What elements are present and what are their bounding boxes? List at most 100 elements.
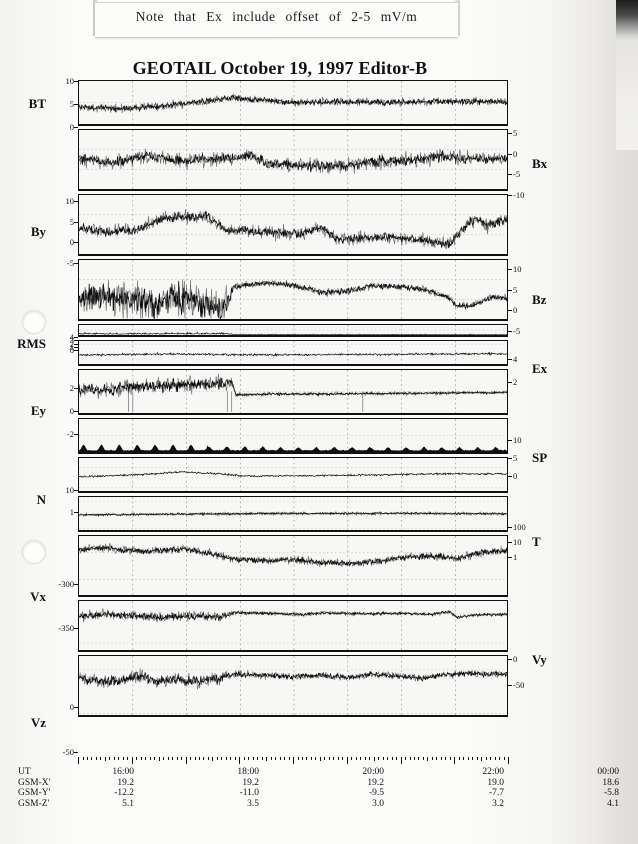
ephemeris-cell: 19.2 xyxy=(117,777,134,788)
panel-label-vz: Vz xyxy=(30,715,46,730)
page-title: GEOTAIL October 19, 1997 Editor-B xyxy=(132,58,428,78)
ytick-sp-0: 10 xyxy=(513,435,522,445)
ytick-mark xyxy=(74,346,78,348)
ytick-by-2: 0 xyxy=(69,237,74,248)
ephemeris-row: GSM-X' 19.2 19.2 19.2 19.0 18.6 xyxy=(18,777,619,789)
ephemeris-row: GSM-Z' 5.1 3.5 3.0 3.2 4.1 xyxy=(18,798,619,810)
ephemeris-cell: 3.5 xyxy=(247,798,259,809)
ytick-sp-2: 0 xyxy=(513,471,518,481)
ephemeris-row-label: GSM-Z' xyxy=(18,798,50,809)
panel-label-vy: Vy xyxy=(532,652,547,667)
panel-label-sp: SP xyxy=(532,450,548,465)
ytick-mark xyxy=(74,340,78,342)
ytick-rms-0: 4 xyxy=(69,332,74,342)
plot-panel-t xyxy=(78,496,508,532)
ytick-bz-1: 5 xyxy=(513,284,518,295)
ytick-sp-1: 5 xyxy=(513,453,518,463)
ytick-mark xyxy=(508,133,512,134)
plot-panel-by xyxy=(78,194,508,256)
ytick-mark xyxy=(508,542,512,543)
ytick-mark xyxy=(508,685,512,686)
ytick-mark xyxy=(508,331,512,332)
ytick-mark xyxy=(508,382,512,383)
ephemeris-row-label: GSM-Y' xyxy=(18,788,51,798)
ephemeris-cell: 19.2 xyxy=(367,777,384,788)
ytick-mark xyxy=(74,337,78,338)
ytick-bz-0: 10 xyxy=(513,264,522,274)
ytick-mark xyxy=(74,434,78,435)
scan-edge-band xyxy=(616,0,638,40)
ytick-n-0: 10 xyxy=(65,484,75,495)
ytick-mark xyxy=(508,440,512,441)
note-word: offset xyxy=(285,9,319,24)
plot-panel-n xyxy=(78,457,508,493)
plot-panel-bz xyxy=(78,259,508,321)
ytick-vx-1: -350 xyxy=(58,623,74,633)
ytick-mark xyxy=(74,127,78,128)
ytick-mark xyxy=(508,269,512,270)
ytick-ex-1: 2 xyxy=(513,377,518,387)
plot-panel-ex xyxy=(78,340,508,366)
ytick-mark xyxy=(74,343,78,345)
hole-punch-upper xyxy=(22,310,46,334)
ytick-mark xyxy=(74,584,78,585)
ytick-mark xyxy=(74,350,78,351)
ytick-mark xyxy=(508,458,512,459)
ephemeris-row-label: GSM-X' xyxy=(18,777,51,788)
ephemeris-cell: 3.2 xyxy=(492,798,504,809)
ytick-vx-0: -300 xyxy=(58,579,74,589)
ytick-mark xyxy=(74,388,78,389)
plot-panel-vz xyxy=(78,655,508,717)
ytick-bx-1: 0 xyxy=(513,148,518,159)
ytick-mark xyxy=(508,359,512,361)
note-word: of xyxy=(328,9,342,24)
ephemeris-cell: 3.0 xyxy=(372,798,384,809)
ephemeris-cell: -9.5 xyxy=(368,788,384,798)
ephemeris-cell: -5.8 xyxy=(603,788,619,798)
ytick-rms-1: 3 xyxy=(69,335,74,346)
panel-label-bz: Bz xyxy=(532,292,547,307)
ytick-mark xyxy=(508,658,512,660)
ephemeris-row: GSM-Y' -12.2 -11.0 -9.5 -7.7 -5.8 xyxy=(18,788,619,799)
ytick-mark xyxy=(74,242,78,244)
panel-label-ex: Ex xyxy=(532,361,548,376)
panel-label-ey: Ey xyxy=(30,403,46,418)
ytick-mark xyxy=(74,752,78,754)
ytick-mark xyxy=(74,263,78,264)
ytick-mark xyxy=(74,628,78,629)
ephemeris-row-label: UT xyxy=(18,767,31,777)
ytick-ey-0: 2 xyxy=(69,383,74,393)
ephemeris-table: UT 16:00 18:00 20:00 22:00 00:00 GSM-X' 19.2 19.… xyxy=(18,767,619,810)
ephemeris-cell: 20:00 xyxy=(362,767,384,777)
plot-panel-bx xyxy=(78,129,508,191)
ephemeris-cell: 16:00 xyxy=(112,767,134,777)
ytick-t-0: 100 xyxy=(513,521,526,532)
ephemeris-cell: 22:00 xyxy=(482,767,504,777)
ytick-vy-0: 0 xyxy=(513,653,518,664)
ytick-rms-2: 2 xyxy=(69,338,74,349)
panel-label-bt: BT xyxy=(28,96,46,111)
ytick-mark xyxy=(74,489,78,491)
panel-label-n: N xyxy=(36,492,46,507)
panel-label-t: T xyxy=(532,534,541,549)
ytick-n-1: 1 xyxy=(69,507,74,518)
note-text: Note that Ex include offset of 2-5 mV/m xyxy=(95,9,458,25)
note-word: mV/m xyxy=(380,9,418,24)
plot-panel-vx xyxy=(78,535,508,597)
hole-punch-lower xyxy=(22,540,46,564)
ytick-bx-0: 5 xyxy=(513,128,518,138)
ytick-mark xyxy=(74,512,78,514)
ytick-ey-2: -2 xyxy=(66,429,74,439)
note-word: Note xyxy=(135,9,164,24)
panel-label-by: By xyxy=(30,224,46,239)
note-word: that xyxy=(173,9,197,24)
ytick-bz-2: 0 xyxy=(513,305,518,316)
ytick-by-1: 5 xyxy=(69,216,74,227)
ytick-mark xyxy=(74,81,78,82)
ytick-ex-0: 4 xyxy=(513,354,518,365)
plot-panel-rms xyxy=(78,324,508,337)
ytick-by-0: 10 xyxy=(65,196,75,206)
panel-label-rms: RMS xyxy=(17,335,46,351)
ephemeris-cell: -11.0 xyxy=(239,788,259,798)
ephemeris-cell: 19.2 xyxy=(242,777,259,788)
